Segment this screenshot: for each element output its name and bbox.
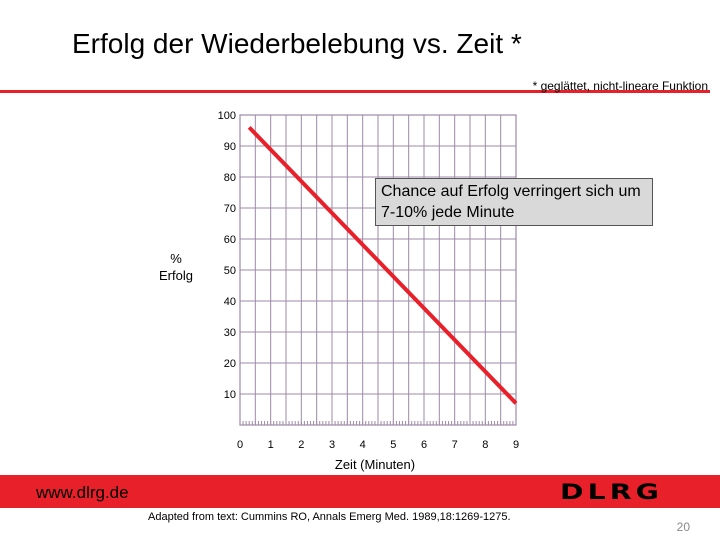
y-tick-label: 50: [224, 265, 236, 277]
x-tick-label: 4: [360, 439, 366, 451]
y-axis-label-unit: %: [170, 251, 182, 266]
page-title: Erfolg der Wiederbelebung vs. Zeit *: [72, 28, 522, 59]
x-tick-label: 6: [421, 439, 427, 451]
y-axis-label: % Erfolg: [150, 250, 202, 284]
y-tick-label: 80: [224, 172, 236, 184]
x-tick-label: 1: [268, 439, 274, 451]
title-divider: [0, 90, 710, 93]
footer-bar: [0, 475, 720, 508]
x-tick-label: 9: [513, 439, 519, 451]
footnote: * geglättet, nicht-lineare Funktion: [532, 79, 708, 93]
footer-url-link[interactable]: www.dlrg.de: [36, 483, 129, 502]
logo-text: DLRG: [560, 480, 663, 504]
y-axis-label-text: Erfolg: [159, 268, 193, 283]
page-number: 20: [676, 520, 690, 534]
plot-frame: [239, 114, 517, 426]
x-tick-label: 3: [329, 439, 335, 451]
y-tick-label: 40: [224, 296, 236, 308]
y-tick-label: 30: [224, 327, 236, 339]
source-citation: Adapted from text: Cummins RO, Annals Em…: [148, 511, 511, 523]
y-tick-label: 10: [224, 389, 236, 401]
y-tick-label: 20: [224, 358, 236, 370]
y-tick-label: 70: [224, 203, 236, 215]
x-tick-label: 5: [390, 439, 396, 451]
x-tick-label: 8: [482, 439, 488, 451]
x-axis-label: Zeit (Minuten): [334, 457, 416, 472]
series-line: [247, 126, 518, 405]
x-tick-label: 0: [237, 439, 243, 451]
y-tick-label: 90: [224, 141, 236, 153]
y-tick-label: 60: [224, 234, 236, 246]
x-tick-label: 7: [452, 439, 458, 451]
x-tick-label: 2: [298, 439, 304, 451]
y-tick-label: 100: [218, 110, 236, 122]
chart-annotation: Chance auf Erfolg verringert sich um 7-1…: [375, 178, 653, 226]
dlrg-logo: DLRG: [560, 480, 659, 504]
